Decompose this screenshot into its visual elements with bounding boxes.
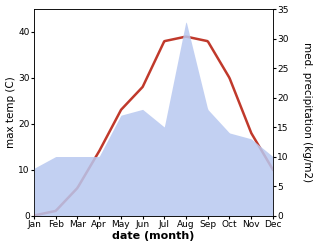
- X-axis label: date (month): date (month): [112, 231, 195, 242]
- Y-axis label: max temp (C): max temp (C): [5, 76, 16, 148]
- Y-axis label: med. precipitation (kg/m2): med. precipitation (kg/m2): [302, 42, 313, 182]
